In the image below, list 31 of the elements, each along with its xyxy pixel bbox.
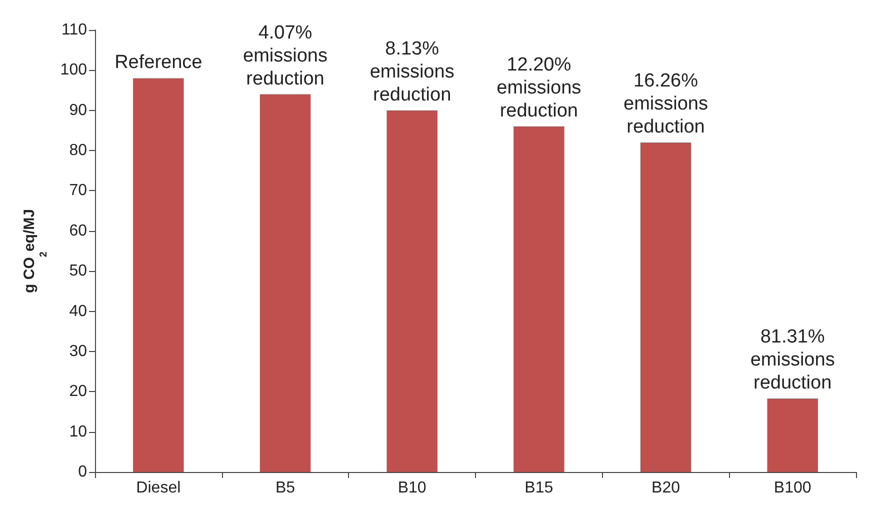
y-tick-label: 80	[69, 142, 88, 160]
y-tick-label: 30	[69, 342, 88, 360]
annotation: 8.13% emissions reduction	[370, 38, 454, 106]
y-tick-label: 70	[69, 182, 88, 200]
annotation: 16.26% emissions reduction	[624, 70, 708, 138]
y-tick-label: 40	[69, 302, 88, 320]
x-tick-label: B100	[774, 480, 812, 496]
y-tick-label: 60	[69, 222, 88, 240]
x-tick-label: B10	[398, 480, 426, 496]
annotation: 12.20% emissions reduction	[496, 54, 582, 122]
y-axis-title: g CO2eq/MJ	[21, 209, 50, 293]
y-tick-label: 90	[69, 102, 88, 119]
bar	[386, 110, 438, 472]
x-tick-label: Diesel	[136, 480, 181, 496]
y-tick-label: 20	[69, 383, 88, 400]
x-tick-label: B5	[275, 480, 296, 496]
bar	[767, 398, 818, 472]
bar	[640, 142, 692, 472]
y-tick-label: 110	[61, 22, 88, 38]
y-tick-label: 100	[60, 62, 88, 79]
y-tick-label: 10	[69, 423, 88, 440]
x-tick-label: B20	[652, 480, 680, 496]
bar	[260, 94, 311, 472]
y-tick-label: 0	[78, 464, 88, 480]
x-tick-label: B15	[524, 480, 554, 496]
y-tick-label: 50	[69, 262, 88, 280]
bar	[133, 78, 184, 472]
annotation: 4.07% emissions reduction	[243, 22, 328, 90]
bar	[514, 126, 564, 472]
annotation: 81.31% emissions reduction	[750, 326, 835, 394]
annotation: Reference	[114, 52, 202, 74]
